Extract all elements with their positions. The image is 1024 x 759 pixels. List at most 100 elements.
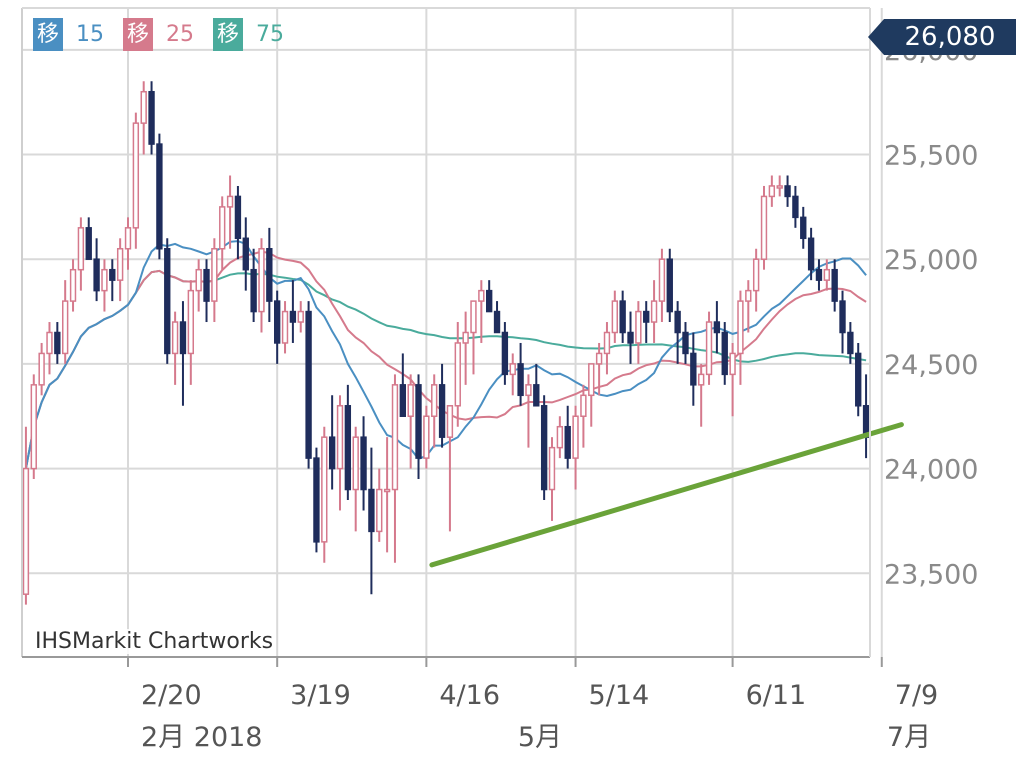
x-tick-label: 2/20 [141,680,202,711]
candle-down [800,216,807,240]
candle-down [203,268,210,302]
candle-up [211,248,218,302]
candle-up [454,342,461,407]
candle-up [776,185,783,189]
candle-down [156,143,163,250]
candle-up [77,227,85,271]
candle-up [258,248,265,313]
candle-up [509,363,516,376]
candle-up [658,258,666,302]
candle-up [525,384,532,397]
period-label: 7月 [887,722,931,753]
candle-down [674,310,681,334]
candle-up [116,248,124,281]
candle-down [148,90,155,145]
candle-up [383,488,391,493]
candle-down [839,300,846,334]
candle-up [226,195,234,208]
legend-ma25-tag: 移 [123,18,154,51]
candle-down [54,331,61,355]
candle-down [533,384,540,407]
y-tick-label: 25,500 [884,141,978,172]
candle-up [588,363,595,397]
x-tick-label: 3/19 [290,680,351,711]
candle-down [792,195,799,219]
candle-down [493,310,501,334]
support-trendline [429,422,904,568]
candle-up [30,384,37,470]
candle-up [462,331,469,344]
candle-up [572,415,579,459]
candle-up [321,436,328,543]
candle-down [234,195,242,240]
x-tick-label: 4/16 [439,680,500,711]
candle-down [93,258,100,292]
candle-down [486,289,493,313]
candle-down [540,405,548,491]
y-tick-label: 24,500 [884,350,978,381]
candle-up [737,300,744,355]
candle-up [297,310,304,323]
candle-down [831,268,838,302]
x-tick-label: 6/11 [746,680,807,711]
candle-up [407,384,414,417]
candle-down [666,258,673,313]
candle-up [823,268,830,281]
ma15-line [24,240,867,469]
candle-up [124,227,132,250]
candle-down [627,331,634,344]
candle-down [164,248,171,355]
candle-down [250,268,257,313]
y-tick-label: 25,000 [884,245,978,276]
candle-up [705,321,713,376]
candle-down [179,321,187,355]
period-label: 2月 2018 [141,722,262,753]
candle-up [698,373,705,386]
candle-down [682,331,689,355]
candle-down [109,268,116,281]
legend-ma25-period: 25 [166,22,194,47]
candle-up [46,331,53,355]
candle-up [352,436,359,491]
candle-up [752,258,760,292]
candle-down [313,457,320,543]
candles [22,81,870,605]
x-axis-ticks: 2/20 3/19 4/16 5/14 6/11 7/9 2月 2018 5月 7月 [141,680,938,753]
y-tick-label: 23,500 [884,559,978,590]
legend-ma15-period: 15 [76,22,104,47]
candle-up [69,268,77,302]
period-label: 5月 [518,722,562,753]
candle-down [438,384,446,438]
grid-lines [22,8,883,657]
candle-up [760,195,768,260]
candle-up [635,310,642,344]
candle-up [195,268,202,292]
legend-ma15-tag: 移 [33,18,64,51]
candle-up [171,321,179,355]
candle-down [855,352,862,407]
candle-up [650,300,658,323]
candle-up [376,488,383,533]
candle-down [242,237,249,271]
candle-down [784,185,791,198]
candle-up [38,352,45,386]
candle-down [328,436,336,470]
candle-up [611,300,618,334]
candle-up [431,384,438,417]
candle-down [815,268,823,281]
candle-down [274,300,281,344]
candle-down [85,227,92,260]
candle-up [768,185,776,198]
candle-up [729,352,736,376]
candle-up [595,352,603,365]
candle-down [344,405,352,491]
candle-up [548,446,556,491]
candle-down [690,352,697,386]
candle-up [580,394,587,417]
legend-ma75-tag: 移 [213,18,244,51]
trendline [429,422,904,568]
candle-down [360,436,367,491]
candle-up [391,384,399,491]
